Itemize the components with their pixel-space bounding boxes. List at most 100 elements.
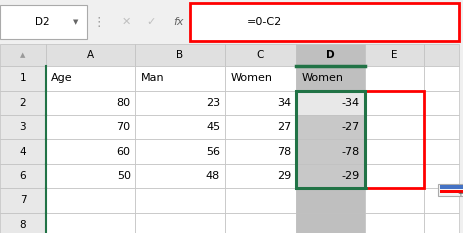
- Bar: [423, 188, 457, 212]
- Text: E: E: [390, 50, 397, 60]
- Text: 3: 3: [19, 122, 26, 132]
- Text: D2: D2: [35, 17, 50, 27]
- Text: +: +: [456, 191, 462, 197]
- Bar: [0, 212, 46, 233]
- Text: 23: 23: [206, 98, 219, 108]
- Text: 29: 29: [276, 171, 291, 181]
- Bar: [135, 164, 224, 188]
- Text: fx: fx: [173, 17, 184, 27]
- Bar: [46, 115, 135, 139]
- Bar: [0, 66, 46, 91]
- Bar: [135, 188, 224, 212]
- Bar: [0, 0, 457, 45]
- Bar: [0, 45, 46, 66]
- Text: -29: -29: [341, 171, 359, 181]
- Bar: [46, 139, 135, 164]
- Bar: [295, 115, 364, 139]
- Text: 78: 78: [276, 147, 291, 157]
- Bar: [46, 164, 135, 188]
- Bar: [46, 66, 135, 91]
- Bar: [364, 45, 423, 66]
- Text: 70: 70: [116, 122, 131, 132]
- Bar: [423, 45, 457, 66]
- Bar: [46, 91, 135, 115]
- Text: D: D: [325, 50, 334, 60]
- Bar: [190, 3, 457, 41]
- Bar: [224, 91, 295, 115]
- Text: 45: 45: [206, 122, 219, 132]
- Bar: [224, 115, 295, 139]
- Text: Women: Women: [300, 73, 343, 83]
- Bar: [135, 139, 224, 164]
- Bar: [295, 66, 364, 91]
- Text: 80: 80: [116, 98, 131, 108]
- Text: -27: -27: [341, 122, 359, 132]
- Bar: [135, 45, 224, 66]
- Bar: [135, 66, 224, 91]
- Text: 2: 2: [19, 98, 26, 108]
- Text: ✕: ✕: [121, 17, 131, 27]
- Bar: [135, 115, 224, 139]
- Bar: [295, 45, 364, 66]
- Bar: [224, 164, 295, 188]
- Bar: [295, 212, 364, 233]
- Bar: [364, 188, 423, 212]
- Text: -78: -78: [341, 147, 359, 157]
- Text: Man: Man: [140, 73, 164, 83]
- Bar: [0, 188, 46, 212]
- Text: 48: 48: [206, 171, 219, 181]
- Text: ✓: ✓: [146, 17, 156, 27]
- Bar: [224, 45, 295, 66]
- Text: Women: Women: [230, 73, 272, 83]
- Text: 6: 6: [19, 171, 26, 181]
- Bar: [295, 91, 364, 115]
- Bar: [0, 139, 46, 164]
- Bar: [224, 66, 295, 91]
- Text: 34: 34: [276, 98, 291, 108]
- Bar: [224, 139, 295, 164]
- Text: A: A: [87, 50, 94, 60]
- Bar: [224, 188, 295, 212]
- Bar: [295, 91, 423, 188]
- Bar: [295, 188, 364, 212]
- Bar: [135, 212, 224, 233]
- Bar: [423, 164, 457, 188]
- Bar: [423, 91, 457, 115]
- Text: ⋮: ⋮: [92, 16, 105, 29]
- Bar: [364, 66, 423, 91]
- Text: 56: 56: [206, 147, 219, 157]
- Text: -34: -34: [341, 98, 359, 108]
- Bar: [361, 187, 367, 189]
- Bar: [423, 66, 457, 91]
- Bar: [437, 184, 463, 196]
- Bar: [364, 91, 423, 115]
- Text: Age: Age: [51, 73, 73, 83]
- Bar: [0, 115, 46, 139]
- Text: 4: 4: [19, 147, 26, 157]
- Bar: [0, 5, 87, 39]
- Bar: [46, 212, 135, 233]
- Text: 8: 8: [19, 220, 26, 230]
- Text: =0-C2: =0-C2: [246, 17, 281, 27]
- Bar: [423, 115, 457, 139]
- Text: 1: 1: [19, 73, 26, 83]
- Bar: [46, 188, 135, 212]
- Text: ▲: ▲: [20, 52, 25, 58]
- Bar: [190, 3, 457, 41]
- Bar: [295, 91, 364, 188]
- Bar: [364, 139, 423, 164]
- Bar: [423, 212, 457, 233]
- Bar: [0, 91, 46, 115]
- Text: 27: 27: [276, 122, 291, 132]
- Bar: [295, 139, 364, 164]
- Text: 50: 50: [117, 171, 131, 181]
- Bar: [295, 164, 364, 188]
- Bar: [364, 164, 423, 188]
- Text: ▼: ▼: [73, 19, 78, 25]
- Bar: [364, 212, 423, 233]
- Bar: [46, 45, 135, 66]
- Text: C: C: [256, 50, 263, 60]
- Bar: [224, 212, 295, 233]
- Bar: [423, 139, 457, 164]
- Bar: [0, 164, 46, 188]
